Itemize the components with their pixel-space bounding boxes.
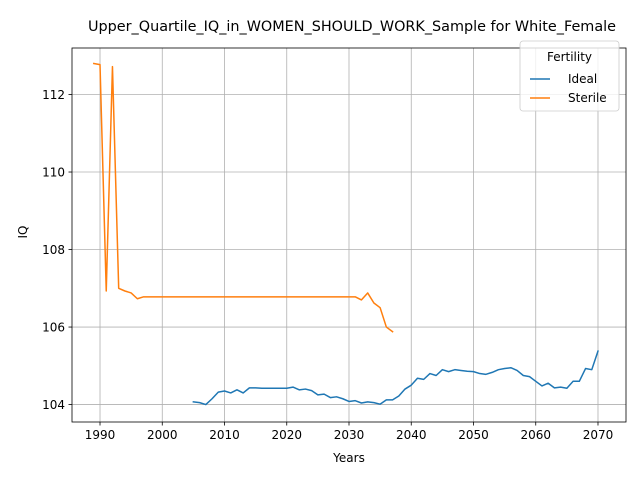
x-tick-label: 2000 [147,428,178,442]
axis-ticks: 1990 2000 2010 2020 2030 2040 2050 2060 2070 104 1… [42,88,613,442]
chart-title: Upper_Quartile_IQ_in_WOMEN_SHOULD_WORK_S… [88,19,616,35]
x-tick-label: 2060 [520,428,551,442]
legend-label-sterile: Sterile [568,91,607,105]
x-tick-label: 1990 [85,428,116,442]
series-line-sterile [92,62,394,333]
x-tick-label: 2030 [334,428,365,442]
series-line-ideal [192,350,599,406]
y-axis-label: IQ [16,226,30,239]
series-layer [92,62,599,406]
x-axis-label: Years [332,451,365,465]
x-tick-label: 2020 [271,428,302,442]
y-tick-label: 112 [42,88,65,102]
legend-title: Fertility [547,50,592,64]
x-tick-label: 2040 [396,428,427,442]
y-tick-label: 104 [42,398,65,412]
legend-box [519,40,620,112]
y-tick-label: 108 [42,243,65,257]
y-tick-label: 106 [42,321,65,335]
legend-label-ideal: Ideal [568,72,597,86]
y-tick-label: 110 [42,166,65,180]
x-tick-label: 2050 [458,428,489,442]
x-tick-label: 2010 [209,428,240,442]
legend: Fertility Ideal Sterile [519,40,620,112]
x-tick-label: 2070 [583,428,614,442]
